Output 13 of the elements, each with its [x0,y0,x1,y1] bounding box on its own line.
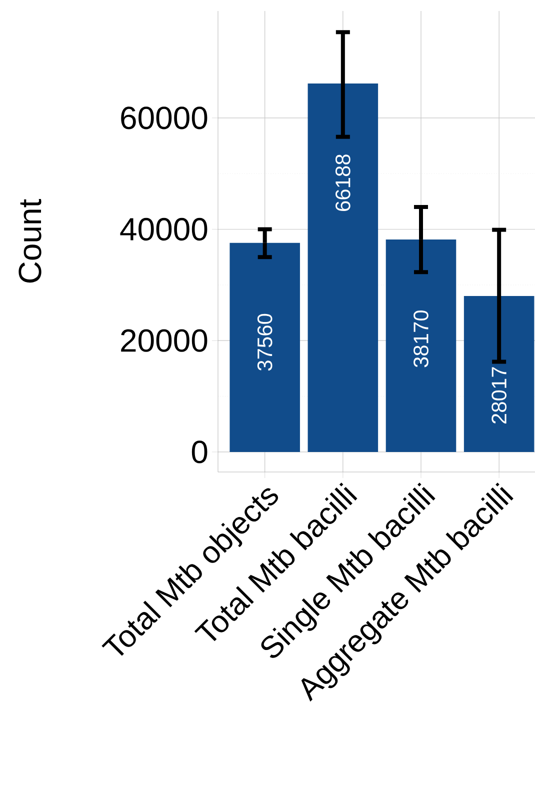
bar [464,296,534,452]
y-tick-label: 60000 [121,106,208,130]
bar [386,239,456,452]
bar [230,242,300,452]
y-axis-title: Count [18,199,42,283]
data-label: 38170 [414,310,428,368]
data-label: 66188 [335,154,350,211]
y-tick-label: 0 [192,440,208,464]
bar [308,83,378,452]
data-label: 37560 [257,314,272,371]
data-label: 28017 [492,367,507,424]
y-tick-label: 40000 [120,218,208,241]
y-tick-label: 20000 [121,329,208,352]
